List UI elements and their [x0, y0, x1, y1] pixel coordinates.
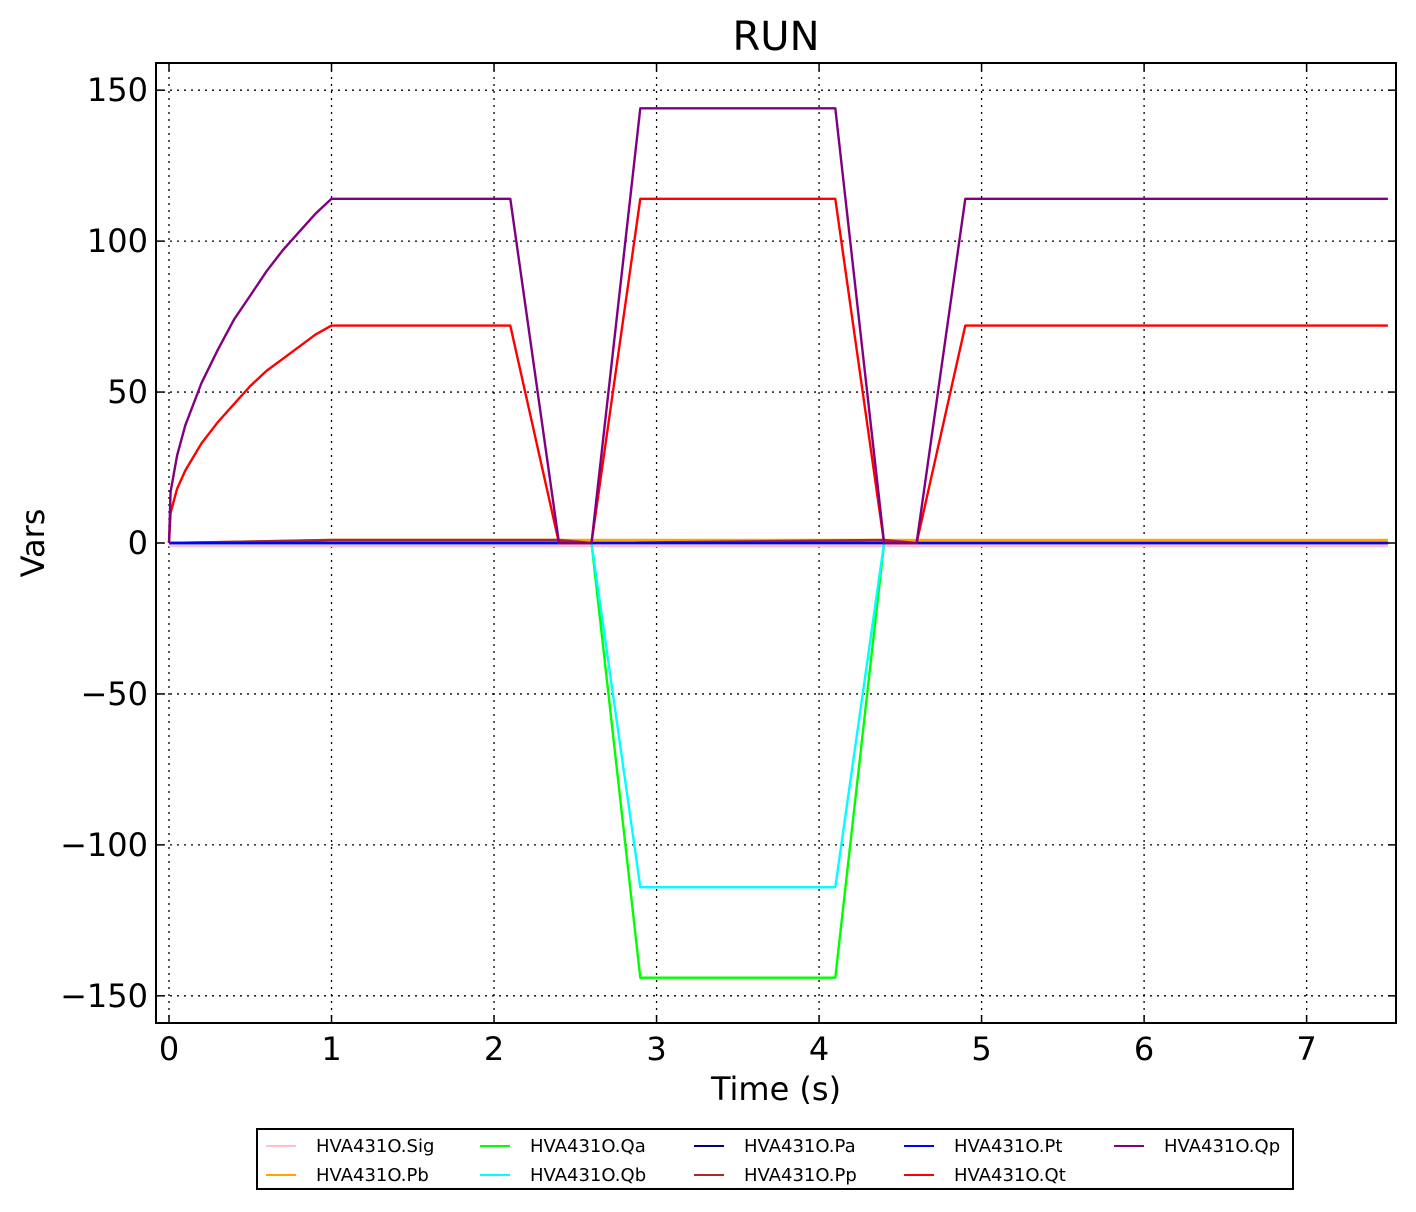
legend-swatch [904, 1145, 934, 1147]
legend-label: HVA431O.Qb [530, 1164, 647, 1186]
legend-swatch [480, 1145, 510, 1147]
legend-label: HVA431O.Qp [1164, 1135, 1281, 1157]
legend-label: HVA431O.Pb [316, 1164, 429, 1186]
legend-swatch [694, 1174, 724, 1176]
series-lines [167, 107, 1388, 979]
x-tick-label: 1 [321, 1030, 341, 1068]
y-tick-label: 0 [128, 524, 148, 562]
legend-swatch [266, 1174, 296, 1176]
series-line-hva431o-qt [167, 197, 1388, 545]
series-line-hva431o-qb [169, 541, 1388, 889]
y-tick-label: −150 [60, 977, 148, 1015]
legend-item: HVA431O.Qt [904, 1164, 1066, 1186]
legend-label: HVA431O.Pp [744, 1164, 857, 1186]
legend-item: HVA431O.Pa [694, 1135, 856, 1157]
x-tick-label: 4 [809, 1030, 829, 1068]
series-line-hva431o-qp [167, 107, 1388, 545]
legend-item: HVA431O.Qb [480, 1164, 647, 1186]
y-tick-label: −50 [80, 675, 148, 713]
legend-item: HVA431O.Qp [1114, 1135, 1281, 1157]
x-axis-label: Time (s) [710, 1070, 841, 1108]
legend-swatch [1114, 1145, 1144, 1147]
legend-swatch [266, 1145, 296, 1147]
x-tick-label: 5 [971, 1030, 991, 1068]
x-tick-label: 7 [1296, 1030, 1316, 1068]
series-line-hva431o-qa [169, 541, 1388, 979]
legend-label: HVA431O.Pt [954, 1135, 1063, 1157]
legend-item: HVA431O.Qa [480, 1135, 646, 1157]
axis-ticks: 0 1 2 3 4 5 6 7 150 100 50 0 −50 −100 −150 [60, 63, 1396, 1068]
legend-item: HVA431O.Pp [694, 1164, 857, 1186]
legend-label: HVA431O.Pa [744, 1135, 856, 1157]
y-tick-label: −100 [60, 826, 148, 864]
x-tick-label: 6 [1134, 1030, 1154, 1068]
x-tick-label: 2 [484, 1030, 504, 1068]
legend-swatch [694, 1145, 724, 1147]
grid-lines [156, 63, 1396, 1023]
chart-legend: HVA431O.Sig HVA431O.Pb HVA431O.Qa HVA431O.Q… [256, 1128, 1294, 1190]
y-tick-label: 100 [87, 222, 148, 260]
legend-label: HVA431O.Qa [530, 1135, 646, 1157]
x-tick-label: 3 [646, 1030, 666, 1068]
y-axis-label: Vars [14, 509, 52, 578]
x-tick-label: 0 [159, 1030, 179, 1068]
y-tick-label: 150 [87, 71, 148, 109]
chart-title: RUN [733, 14, 820, 60]
legend-item: HVA431O.Pt [904, 1135, 1063, 1157]
legend-swatch [480, 1174, 510, 1176]
legend-item: HVA431O.Sig [266, 1135, 435, 1157]
y-tick-label: 50 [107, 373, 148, 411]
legend-label: HVA431O.Qt [954, 1164, 1066, 1186]
legend-item: HVA431O.Pb [266, 1164, 429, 1186]
legend-swatch [904, 1174, 934, 1176]
legend-label: HVA431O.Sig [316, 1135, 435, 1157]
